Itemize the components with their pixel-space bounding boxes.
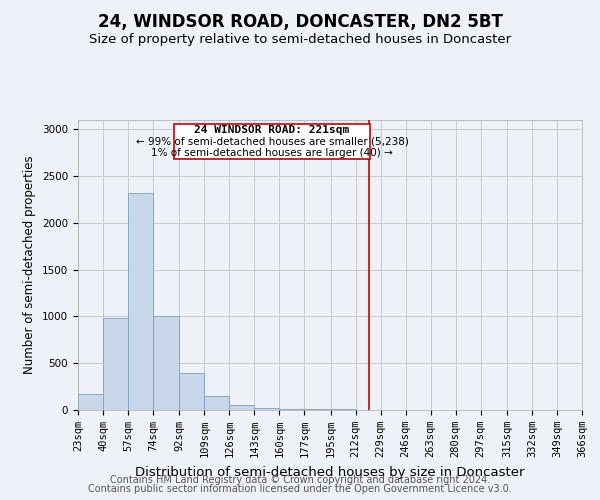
- Text: Contains public sector information licensed under the Open Government Licence v3: Contains public sector information licen…: [88, 484, 512, 494]
- Text: 24 WINDSOR ROAD: 221sqm: 24 WINDSOR ROAD: 221sqm: [194, 126, 350, 136]
- Bar: [280, 408, 304, 410]
- Bar: [179, 373, 205, 410]
- Bar: [78, 394, 103, 410]
- Bar: [153, 316, 179, 410]
- Y-axis label: Number of semi-detached properties: Number of semi-detached properties: [23, 156, 37, 374]
- Text: ← 99% of semi-detached houses are smaller (5,238): ← 99% of semi-detached houses are smalle…: [136, 137, 409, 147]
- Bar: [254, 408, 280, 410]
- Text: 1% of semi-detached houses are larger (40) →: 1% of semi-detached houses are larger (4…: [151, 148, 393, 158]
- Bar: [205, 396, 229, 410]
- Bar: [173, 124, 370, 160]
- Bar: [229, 405, 254, 410]
- Text: Size of property relative to semi-detached houses in Doncaster: Size of property relative to semi-detach…: [89, 32, 511, 46]
- Bar: [128, 193, 153, 410]
- X-axis label: Distribution of semi-detached houses by size in Doncaster: Distribution of semi-detached houses by …: [135, 466, 525, 478]
- Text: Contains HM Land Registry data © Crown copyright and database right 2024.: Contains HM Land Registry data © Crown c…: [110, 475, 490, 485]
- Bar: [304, 409, 331, 410]
- Text: 24, WINDSOR ROAD, DONCASTER, DN2 5BT: 24, WINDSOR ROAD, DONCASTER, DN2 5BT: [98, 12, 502, 30]
- Bar: [103, 318, 128, 410]
